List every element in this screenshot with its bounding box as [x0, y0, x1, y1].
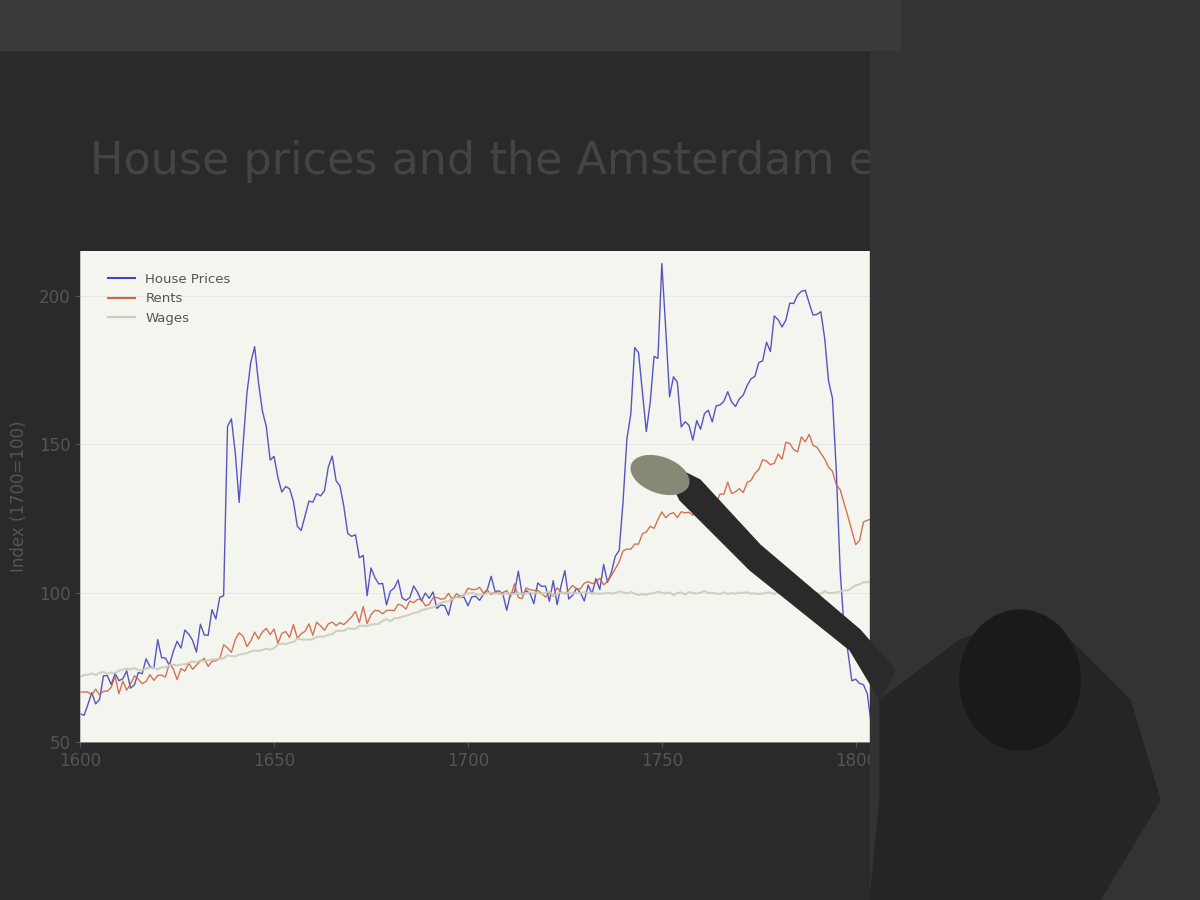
Bar: [0, 0, 900, 50]
Ellipse shape: [631, 455, 689, 494]
Bar: [870, 0, 1200, 900]
Polygon shape: [870, 620, 1160, 900]
Y-axis label: Index (1700=100): Index (1700=100): [10, 420, 28, 572]
Legend: House Prices, Rents, Wages: House Prices, Rents, Wages: [103, 267, 236, 330]
Polygon shape: [670, 470, 895, 700]
Text: House prices and the Amsterdam economy: House prices and the Amsterdam economy: [90, 140, 1052, 183]
Ellipse shape: [960, 610, 1080, 750]
